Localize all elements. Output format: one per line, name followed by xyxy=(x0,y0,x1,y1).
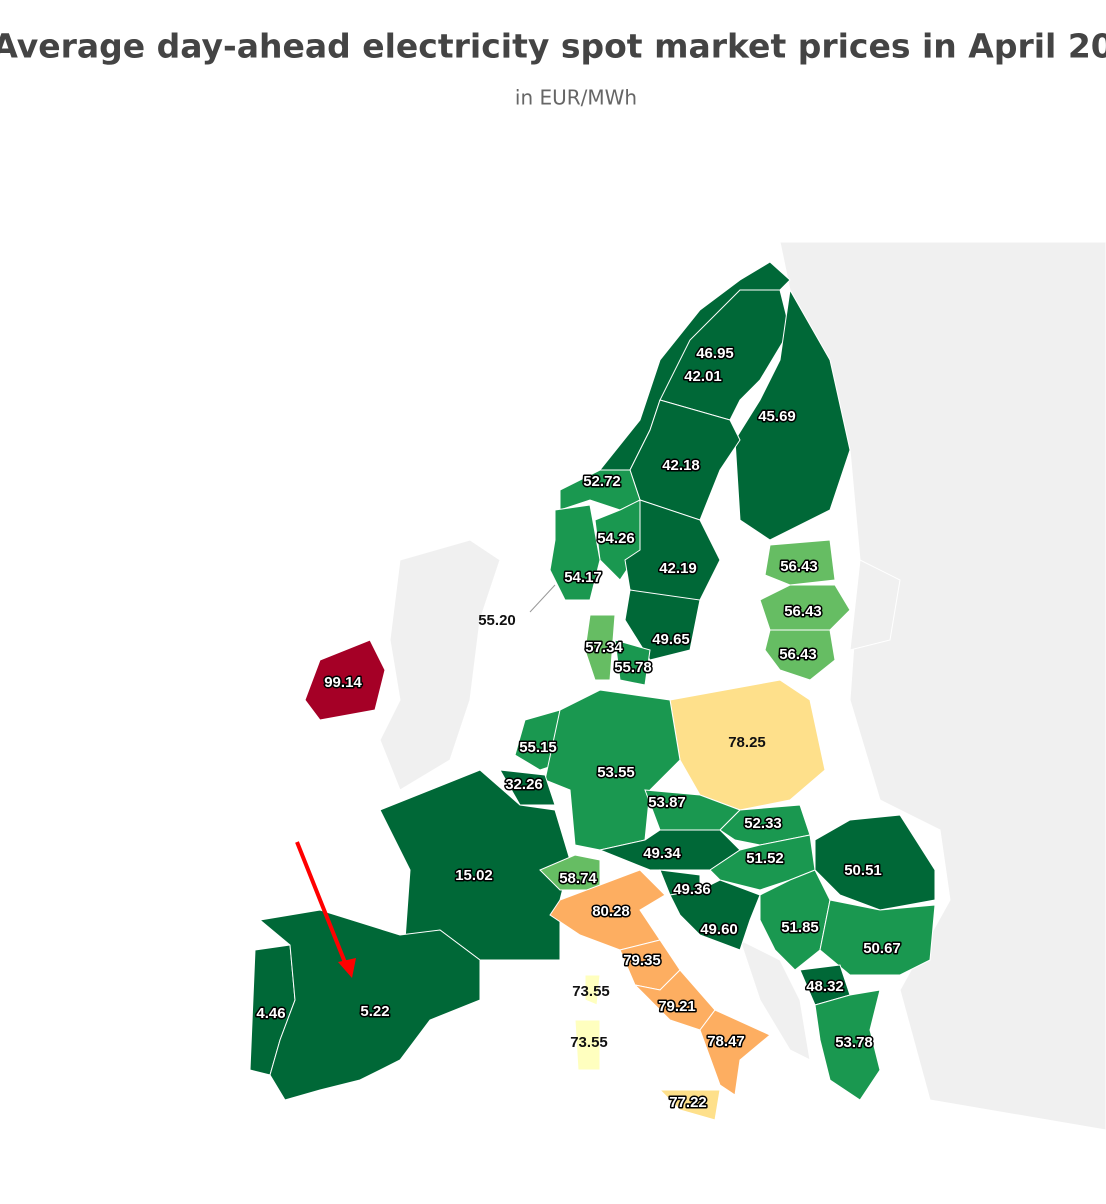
price-label: 50.51 xyxy=(844,862,882,879)
price-label: 57.34 xyxy=(585,639,623,656)
region xyxy=(559,469,641,511)
region xyxy=(734,288,851,541)
region xyxy=(499,769,556,806)
price-label: 79.35 xyxy=(623,952,661,969)
region xyxy=(539,854,601,891)
price-label: 42.18 xyxy=(662,457,700,474)
region xyxy=(669,679,826,811)
price-label: 78.47 xyxy=(707,1033,745,1050)
region xyxy=(304,639,386,721)
region xyxy=(584,614,616,681)
title: Average day-ahead electricity spot marke… xyxy=(0,27,1106,66)
price-label: 53.78 xyxy=(835,1034,873,1051)
price-label: 48.32 xyxy=(806,978,844,995)
region xyxy=(584,974,601,1006)
price-label: 55.20 xyxy=(478,612,516,629)
price-label: 53.87 xyxy=(648,794,686,811)
price-label: 45.69 xyxy=(758,408,796,425)
region xyxy=(258,909,481,1101)
price-label: 51.52 xyxy=(746,850,784,867)
price-label: 52.72 xyxy=(583,473,621,490)
subtitle: in EUR/MWh xyxy=(515,86,637,110)
region xyxy=(764,539,836,586)
price-label: 56.43 xyxy=(784,603,822,620)
price-label: 77.22 xyxy=(669,1094,707,1111)
labels: 46.95 42.01 45.69 42.18 52.72 54.26 54.17 42.19… xyxy=(255,343,902,1112)
price-label: 42.01 xyxy=(684,368,722,385)
price-label: 49.34 xyxy=(643,845,681,862)
region xyxy=(574,1019,601,1071)
price-label: 50.67 xyxy=(863,940,901,957)
region xyxy=(549,869,666,951)
price-label: 46.95 xyxy=(696,345,734,362)
price-label: 99.14 xyxy=(324,674,362,691)
price-label: 56.43 xyxy=(779,646,817,663)
price-label: 79.21 xyxy=(658,998,696,1015)
leader-line xyxy=(529,584,556,613)
price-label: 32.26 xyxy=(505,776,543,793)
price-label: 49.65 xyxy=(652,631,690,648)
price-label: 55.15 xyxy=(519,739,557,756)
price-label: 58.74 xyxy=(559,870,597,887)
region xyxy=(814,814,936,911)
region xyxy=(819,899,936,976)
arrow-head xyxy=(338,958,356,978)
region xyxy=(669,879,761,951)
regions xyxy=(249,261,936,1121)
price-label: 73.55 xyxy=(572,983,610,1000)
price-label: 52.33 xyxy=(744,815,782,832)
price-label: 54.26 xyxy=(597,530,635,547)
price-label: 54.17 xyxy=(564,569,602,586)
price-label: 56.43 xyxy=(780,558,818,575)
region xyxy=(658,1089,721,1121)
price-label: 78.25 xyxy=(728,734,766,751)
price-label: 55.78 xyxy=(614,659,652,676)
price-label: 5.22 xyxy=(360,1003,389,1020)
price-label: 53.55 xyxy=(597,764,635,781)
region xyxy=(764,629,836,681)
region xyxy=(814,989,881,1101)
region xyxy=(624,589,701,661)
region xyxy=(659,289,791,421)
price-label: 51.85 xyxy=(781,919,819,936)
price-label: 80.28 xyxy=(592,903,630,920)
price-label: 73.55 xyxy=(570,1034,608,1051)
background-land xyxy=(379,241,1106,1131)
region xyxy=(549,504,601,601)
price-label: 4.46 xyxy=(256,1005,285,1022)
region xyxy=(699,1009,771,1096)
region xyxy=(614,639,651,686)
price-label: 42.19 xyxy=(659,560,697,577)
arrow-shaft xyxy=(295,841,350,971)
price-label: 15.02 xyxy=(455,867,493,884)
price-label: 49.36 xyxy=(673,881,711,898)
price-label: 49.60 xyxy=(700,921,738,938)
